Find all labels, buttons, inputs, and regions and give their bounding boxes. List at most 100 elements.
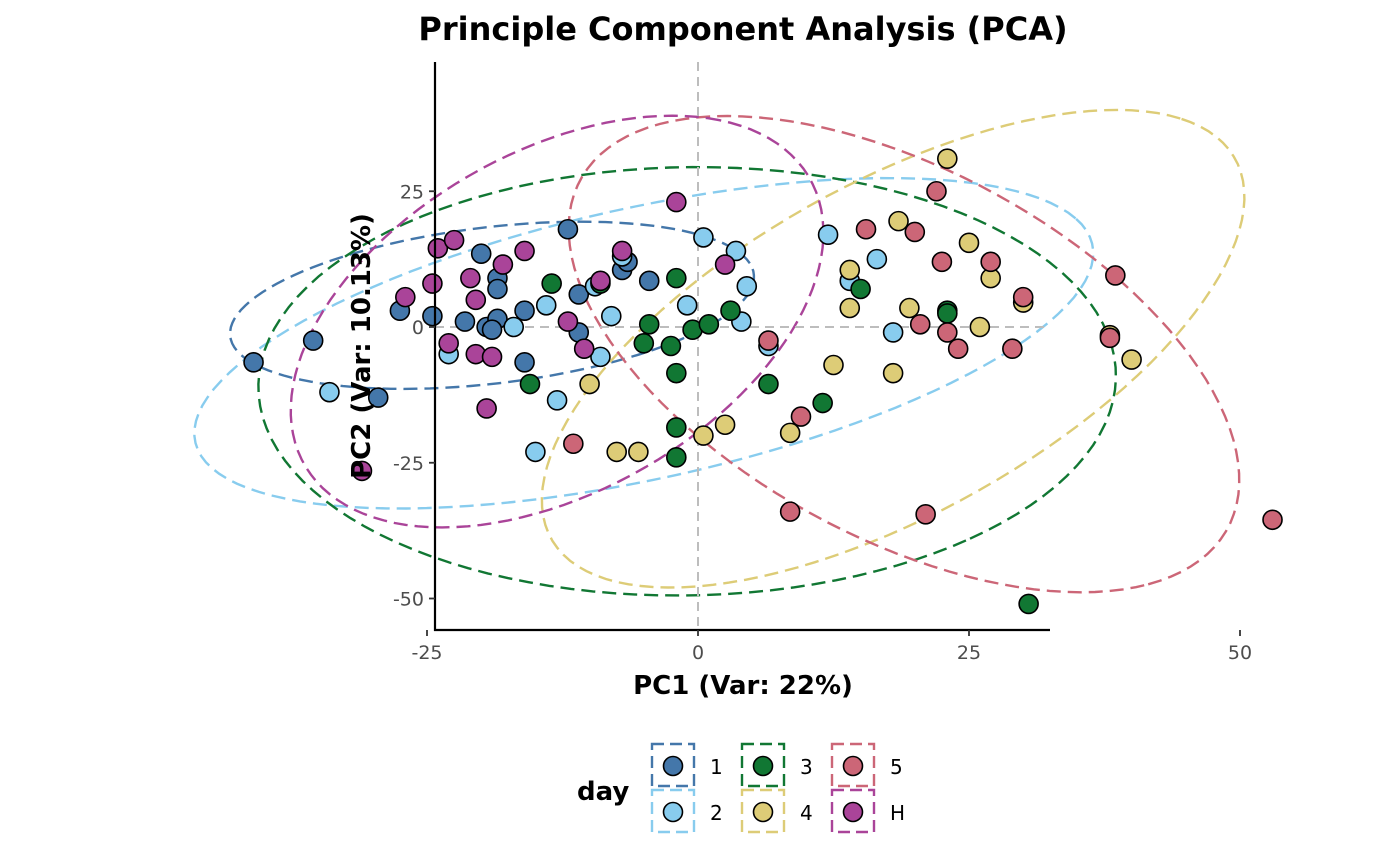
- data-point-H: [557, 311, 579, 332]
- data-point-1: [481, 319, 503, 341]
- data-point-4: [714, 414, 736, 436]
- data-point-2: [725, 240, 747, 262]
- legend-key-1: [650, 742, 696, 788]
- data-point-3: [850, 278, 871, 300]
- chart-title: Principle Component Analysis (PCA): [418, 10, 1067, 48]
- x-tick-label: -25: [411, 642, 442, 664]
- data-point-3: [698, 313, 720, 335]
- data-point-H: [422, 273, 443, 294]
- y-tick-label: -50: [393, 589, 424, 611]
- legend: day 1 2 3 4 5 H: [577, 742, 905, 834]
- data-point-5: [1105, 265, 1126, 286]
- data-point-H: [351, 460, 373, 482]
- data-point-4: [693, 425, 714, 446]
- data-point-H: [573, 338, 595, 360]
- data-point-5: [947, 338, 969, 360]
- y-tick-label: 0: [412, 317, 424, 339]
- data-point-1: [367, 387, 389, 408]
- legend-marker-3: [752, 755, 774, 777]
- data-point-H: [465, 289, 487, 311]
- data-point-2: [590, 346, 611, 368]
- data-point-5: [980, 251, 1001, 273]
- x-tick-label: 25: [957, 642, 981, 664]
- data-point-2: [535, 294, 557, 316]
- data-point-5: [931, 251, 953, 273]
- data-point-4: [839, 259, 861, 281]
- data-point-5: [855, 218, 877, 240]
- data-point-1: [638, 270, 660, 292]
- y-tick-label: -25: [393, 453, 424, 475]
- ellipse-4: [540, 108, 1246, 589]
- data-point-5: [790, 406, 812, 427]
- ellipse-5: [567, 114, 1241, 594]
- legend-label-H: H: [890, 801, 905, 825]
- data-point-4: [628, 441, 649, 463]
- legend-key-2: [650, 788, 696, 834]
- data-point-1: [470, 243, 492, 264]
- data-point-3: [937, 303, 958, 324]
- data-point-2: [817, 224, 839, 245]
- data-point-2: [546, 390, 568, 411]
- data-point-2: [600, 305, 622, 327]
- legend-marker-5: [842, 755, 864, 777]
- axes: -25 0 25 50 -50 -25 0 25: [393, 62, 1252, 664]
- data-point-2: [736, 275, 758, 297]
- data-point-3: [666, 362, 687, 384]
- data-point-2: [882, 322, 904, 343]
- data-point-4: [958, 232, 980, 254]
- legend-label-2: 2: [710, 801, 723, 825]
- legend-key-3: [740, 742, 786, 788]
- data-point-4: [779, 422, 801, 444]
- data-point-4: [899, 297, 920, 319]
- ellipse-H: [289, 114, 825, 529]
- data-point-1: [243, 351, 264, 373]
- data-point-2: [866, 248, 888, 270]
- data-point-H: [514, 240, 535, 262]
- data-point-H: [427, 237, 449, 259]
- data-point-5: [1012, 286, 1034, 308]
- data-point-4: [606, 441, 628, 463]
- data-point-2: [525, 441, 546, 463]
- data-point-3: [519, 373, 541, 395]
- data-point-1: [487, 278, 508, 300]
- data-point-1: [568, 284, 590, 305]
- data-point-2: [503, 316, 525, 338]
- data-point-5: [904, 221, 926, 243]
- data-point-H: [481, 346, 503, 368]
- data-point-3: [638, 313, 660, 335]
- data-point-H: [714, 254, 736, 275]
- data-point-H: [492, 254, 514, 275]
- data-point-1: [557, 218, 579, 240]
- y-axis-title: PC2 (Var: 10.13%): [347, 213, 377, 479]
- data-point-5: [926, 180, 947, 202]
- legend-marker-H: [842, 801, 864, 823]
- data-point-H: [476, 398, 497, 419]
- data-point-3: [666, 447, 687, 468]
- data-point-1: [514, 351, 535, 373]
- data-point-H: [611, 240, 633, 262]
- data-point-H: [443, 229, 465, 251]
- data-point-3: [812, 392, 833, 414]
- data-point-4: [823, 354, 844, 376]
- data-point-5: [1099, 327, 1121, 349]
- data-point-5: [563, 433, 584, 455]
- legend-title: day: [577, 777, 629, 807]
- legend-marker-1: [662, 755, 684, 777]
- data-point-3: [720, 300, 741, 322]
- data-point-3: [1018, 593, 1039, 615]
- data-point-3: [666, 267, 687, 289]
- data-point-1: [302, 330, 324, 351]
- legend-marker-4: [752, 801, 774, 823]
- legend-marker-2: [662, 801, 684, 823]
- data-point-4: [882, 362, 904, 384]
- data-point-5: [779, 501, 801, 522]
- data-point-4: [839, 297, 861, 319]
- data-point-4: [969, 316, 991, 338]
- x-tick-label: 0: [692, 642, 704, 664]
- legend-label-4: 4: [800, 801, 813, 825]
- data-point-4: [1121, 349, 1142, 370]
- legend-key-5: [830, 742, 876, 788]
- x-axis-title: PC1 (Var: 22%): [633, 671, 853, 701]
- legend-label-5: 5: [890, 755, 903, 779]
